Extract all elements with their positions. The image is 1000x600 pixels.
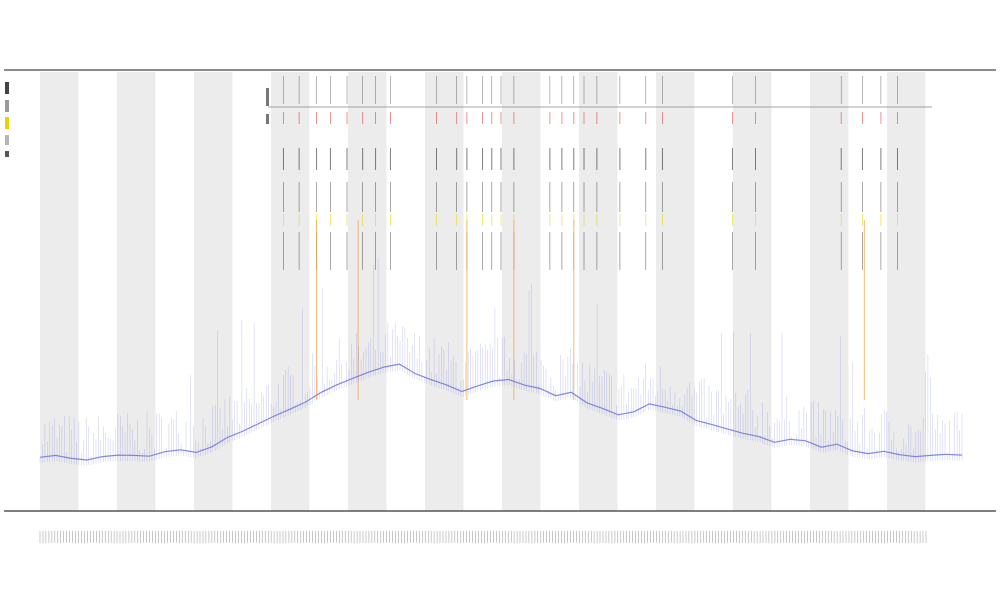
background-band [733,72,772,511]
event-ticks [282,76,898,400]
alternating-bands [40,72,926,511]
background-band [40,72,79,511]
background-band [810,72,849,511]
background-band [117,72,156,511]
background-band [656,72,695,511]
background-band [271,72,310,511]
x-tick-labels [39,531,927,543]
background-band [425,72,464,511]
legend-swatch-3 [5,117,9,129]
track-label-2 [266,114,269,124]
track-label-1 [266,88,269,106]
legend [5,82,9,157]
background-band [348,72,387,511]
legend-swatch-1 [5,82,9,94]
track-labels [266,88,269,124]
background-band [502,72,541,511]
legend-swatch-5 [5,151,9,157]
background-band [887,72,926,511]
signal-series-line [39,363,963,461]
signal-layer [39,258,963,466]
legend-swatch-4 [5,135,9,145]
background-band [194,72,233,511]
legend-swatch-2 [5,100,9,112]
background-band [579,72,618,511]
